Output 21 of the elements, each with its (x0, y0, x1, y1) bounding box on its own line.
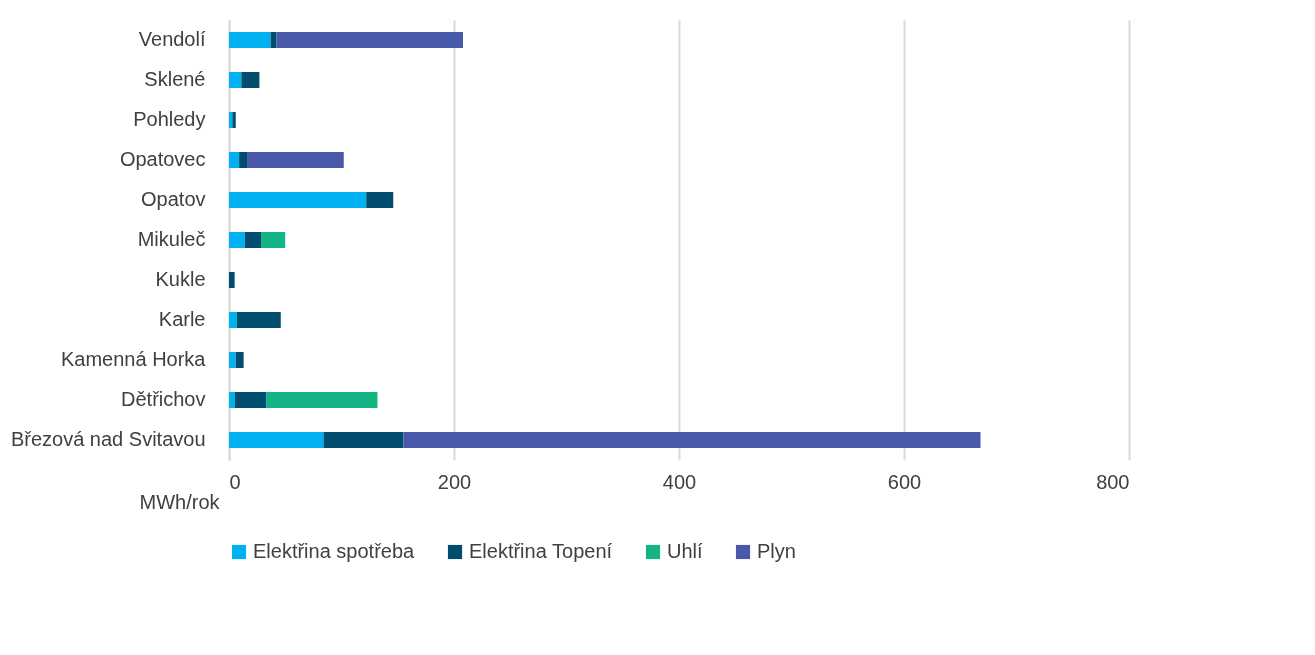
y-tick-label: Kamenná Horka (60, 348, 207, 370)
y-tick-label: Sklené (144, 68, 206, 90)
legend-label: Elektřina Topení (469, 540, 613, 562)
x-tick-label: 600 (887, 470, 922, 493)
x-axis-title: MWh/rok (139, 490, 221, 513)
y-tick-label: Kukle (155, 268, 206, 290)
y-tick-label: Mikuleč (137, 228, 206, 250)
y-tick-label: Karle (158, 308, 206, 330)
x-tick-label: 400 (662, 470, 697, 493)
y-tick-label: Pohledy (133, 108, 206, 130)
legend-label: Plyn (757, 540, 796, 562)
x-tick-label: 200 (437, 470, 472, 493)
y-tick-label: Dětřichov (121, 388, 206, 410)
y-tick-label: Opatov (141, 188, 206, 210)
x-tick-label: 800 (1096, 470, 1130, 493)
legend-label: Elektřina spotřeba (253, 540, 416, 562)
y-tick-label: Březová nad Svitavou (10, 428, 206, 450)
legend-label: Uhlí (667, 540, 704, 562)
y-tick-label: Opatovec (119, 148, 206, 170)
y-tick-label: Vendolí (138, 28, 206, 50)
x-tick-label: 0 (229, 470, 241, 493)
